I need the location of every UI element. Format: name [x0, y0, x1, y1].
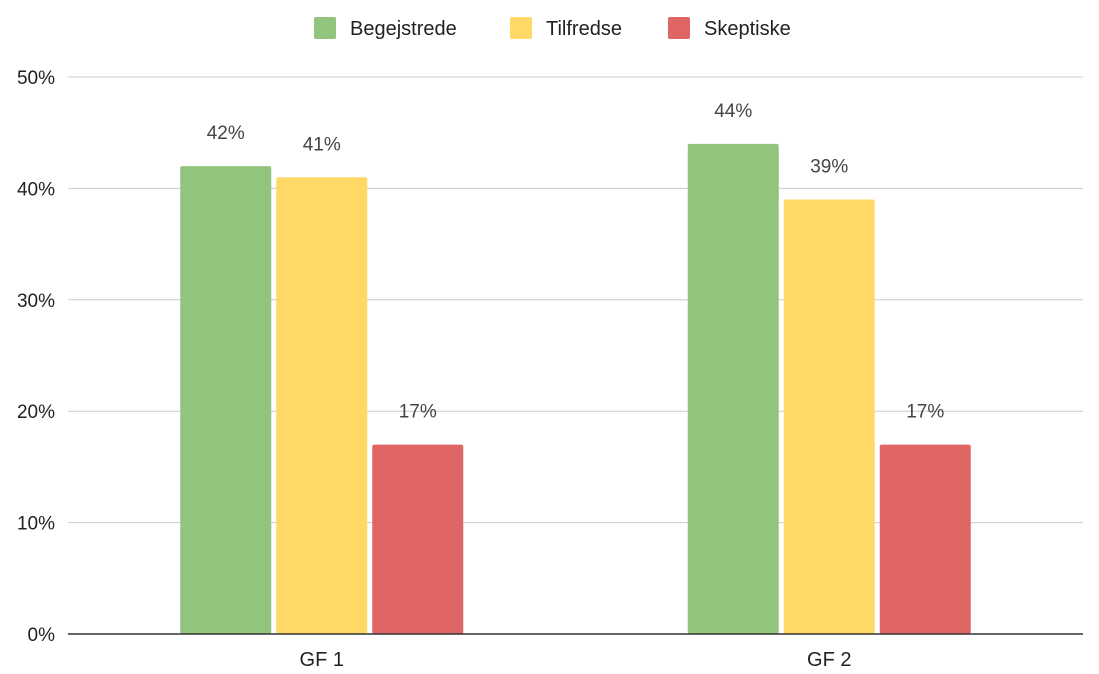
- data-label: 17%: [906, 402, 944, 423]
- legend-swatch-begejstrede: [314, 17, 336, 39]
- y-tick-label: 20%: [17, 402, 55, 423]
- data-label: 39%: [810, 157, 848, 178]
- legend-label-tilfredse: Tilfredse: [546, 18, 622, 40]
- bar-begejstrede-2: [687, 143, 779, 634]
- y-tick-label: 10%: [17, 514, 55, 535]
- y-tick-label: 50%: [17, 68, 55, 89]
- legend-label-skeptiske: Skeptiske: [704, 18, 791, 40]
- y-tick-label: 40%: [17, 179, 55, 200]
- bar-begejstrede-1: [180, 166, 272, 634]
- data-label: 42%: [207, 123, 245, 144]
- x-tick-label: GF 1: [300, 649, 344, 669]
- bar-skeptiske-1: [372, 444, 464, 634]
- legend: Begejstrede Tilfredse Skeptiske: [314, 17, 791, 40]
- y-tick-label: 30%: [17, 291, 55, 312]
- legend-label-begejstrede: Begejstrede: [350, 18, 457, 40]
- bars: [180, 143, 971, 635]
- data-labels: 42% 41% 17% 44% 39% 17%: [207, 101, 945, 423]
- x-tick-label: GF 2: [807, 649, 851, 669]
- bar-tilfredse-2: [783, 199, 875, 635]
- bar-tilfredse-1: [276, 177, 368, 634]
- x-axis: GF 1 GF 2: [68, 633, 1083, 671]
- legend-swatch-skeptiske: [668, 17, 690, 39]
- legend-swatch-tilfredse: [510, 17, 532, 39]
- data-label: 17%: [399, 402, 437, 423]
- data-label: 41%: [303, 134, 341, 155]
- data-label: 44%: [714, 101, 752, 122]
- bar-skeptiske-2: [879, 444, 971, 634]
- y-tick-label: 0%: [28, 625, 56, 646]
- y-axis: 0% 10% 20% 30% 40% 50%: [17, 68, 55, 646]
